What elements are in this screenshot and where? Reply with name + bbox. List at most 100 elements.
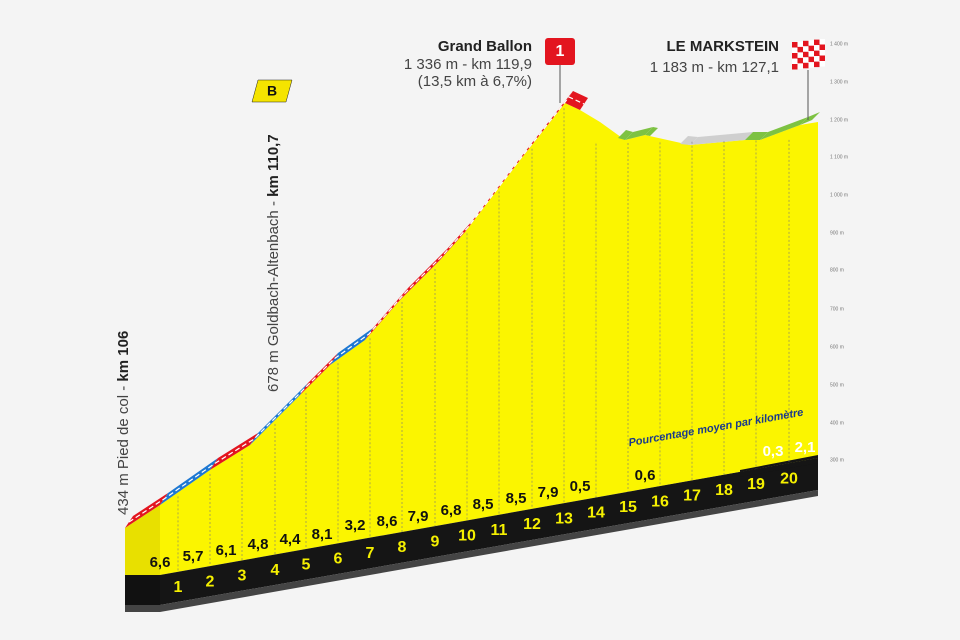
flag-square <box>819 39 825 45</box>
base-shadow <box>125 490 818 612</box>
sprint-badge <box>251 79 293 103</box>
profile-shape <box>125 103 818 612</box>
km-label: 8 <box>398 539 407 556</box>
summit-detail: (13,5 km à 6,7%) <box>418 73 532 90</box>
flag-square <box>808 45 814 52</box>
ribbon-segment <box>618 130 633 140</box>
km-label: 13 <box>555 510 573 527</box>
km-label: 14 <box>587 505 605 522</box>
km-label: 18 <box>715 482 733 499</box>
km-label: 10 <box>458 528 476 545</box>
summit-detail: 1 183 m - km 127,1 <box>650 59 779 76</box>
dark-strip <box>740 455 818 472</box>
sprint-km: km 110,7 <box>265 134 282 197</box>
side-face <box>125 505 160 575</box>
gradient-label: 8,5 <box>473 496 494 513</box>
start-text: 434 m Pied de col - <box>115 382 132 515</box>
gradient-label: 0,3 <box>763 443 784 460</box>
flag-square <box>792 53 798 59</box>
flag-square <box>792 47 798 53</box>
summit-name: LE MARKSTEIN <box>667 38 780 55</box>
altitude-label: 600 m <box>830 344 844 350</box>
ribbon-dash <box>128 96 585 523</box>
flag-square <box>792 64 798 70</box>
altitude-label: 1 200 m <box>830 117 848 123</box>
labels: 1 2 3 4 5 6 7 8 9 10 11 12 13 14 15 16 17 18 19 206,6 5,7 6,1… <box>150 41 849 596</box>
flag-square <box>819 55 825 61</box>
km-label: 1 <box>174 579 183 596</box>
gradient-label: 6,8 <box>441 502 462 519</box>
km-label: 3 <box>238 568 247 585</box>
flag-square <box>803 57 809 63</box>
km-label: 12 <box>523 516 541 533</box>
summit-detail: 1 336 m - km 119,9 <box>404 56 532 73</box>
flag-square <box>792 42 798 48</box>
ribbon-segment <box>210 433 258 470</box>
km-label: 16 <box>651 493 669 510</box>
km-label: 15 <box>619 499 637 516</box>
ribbon-segment <box>690 132 753 145</box>
km-label: 11 <box>491 522 508 539</box>
km-label: 19 <box>747 476 765 493</box>
start-km: km 106 <box>115 331 132 382</box>
flag-square <box>803 62 809 69</box>
km-label: 17 <box>683 488 701 505</box>
altitude-label: 500 m <box>830 382 844 388</box>
flag-square <box>803 40 809 47</box>
sprint-text: 678 m Goldbach-Altenbach - <box>265 197 282 392</box>
gradient-label: 6,1 <box>216 542 237 559</box>
flag-square <box>797 52 803 58</box>
altitude-label: 1 100 m <box>830 154 848 160</box>
ribbon-segment <box>800 112 820 125</box>
km-label: 6 <box>334 551 343 568</box>
sprint-badge-text: B <box>267 83 277 99</box>
flag-square <box>814 39 820 46</box>
flag-square <box>819 44 825 50</box>
gradient-label: 0,5 <box>570 478 591 495</box>
km-label: 7 <box>366 545 375 562</box>
flag-square <box>814 45 820 51</box>
ribbon-segment <box>645 127 658 136</box>
gradient-label: 4,8 <box>248 536 269 553</box>
km-label: 20 <box>780 470 798 487</box>
flag-square <box>808 56 814 63</box>
km-label: 9 <box>431 533 440 550</box>
ribbon-segment <box>760 117 808 140</box>
km-label: 4 <box>271 562 280 579</box>
gradient-label: 8,1 <box>312 526 333 543</box>
altitude-label: 800 m <box>830 267 844 273</box>
flag-square <box>797 63 803 69</box>
gradient-label: 8,5 <box>506 490 527 507</box>
summit-name: Grand Ballon <box>438 38 532 55</box>
km-lines <box>177 108 790 572</box>
flag-square <box>808 51 814 57</box>
flag-square <box>803 46 809 52</box>
gradient-label: 4,4 <box>280 531 302 548</box>
ribbon-segment <box>625 127 653 140</box>
flag-square <box>814 56 820 62</box>
gradient-label: 7,9 <box>408 508 429 525</box>
altitude-label: 1 300 m <box>830 79 848 85</box>
altitude-label: 700 m <box>830 306 844 312</box>
flag-square <box>819 50 825 56</box>
ribbon-segment <box>745 132 768 140</box>
flag-square <box>808 40 814 46</box>
altitude-label: 1 400 m <box>830 41 848 47</box>
gradient-label: 3,2 <box>345 517 366 534</box>
side-base <box>125 575 160 605</box>
ribbon-segment <box>680 136 698 145</box>
flag-square <box>792 58 798 64</box>
start-label: 434 m Pied de col - km 106 <box>115 331 132 515</box>
ribbon <box>125 91 820 528</box>
gradient-label: 6,6 <box>150 554 171 571</box>
base-band <box>160 458 818 605</box>
legend-panel <box>585 398 818 499</box>
flag-square <box>797 57 803 64</box>
km-label: 5 <box>302 556 311 573</box>
flag-square <box>814 50 820 57</box>
flag-square <box>797 41 803 47</box>
gradient-label: 8,6 <box>377 513 398 530</box>
flag-square <box>808 62 814 68</box>
flag-square <box>803 51 809 58</box>
